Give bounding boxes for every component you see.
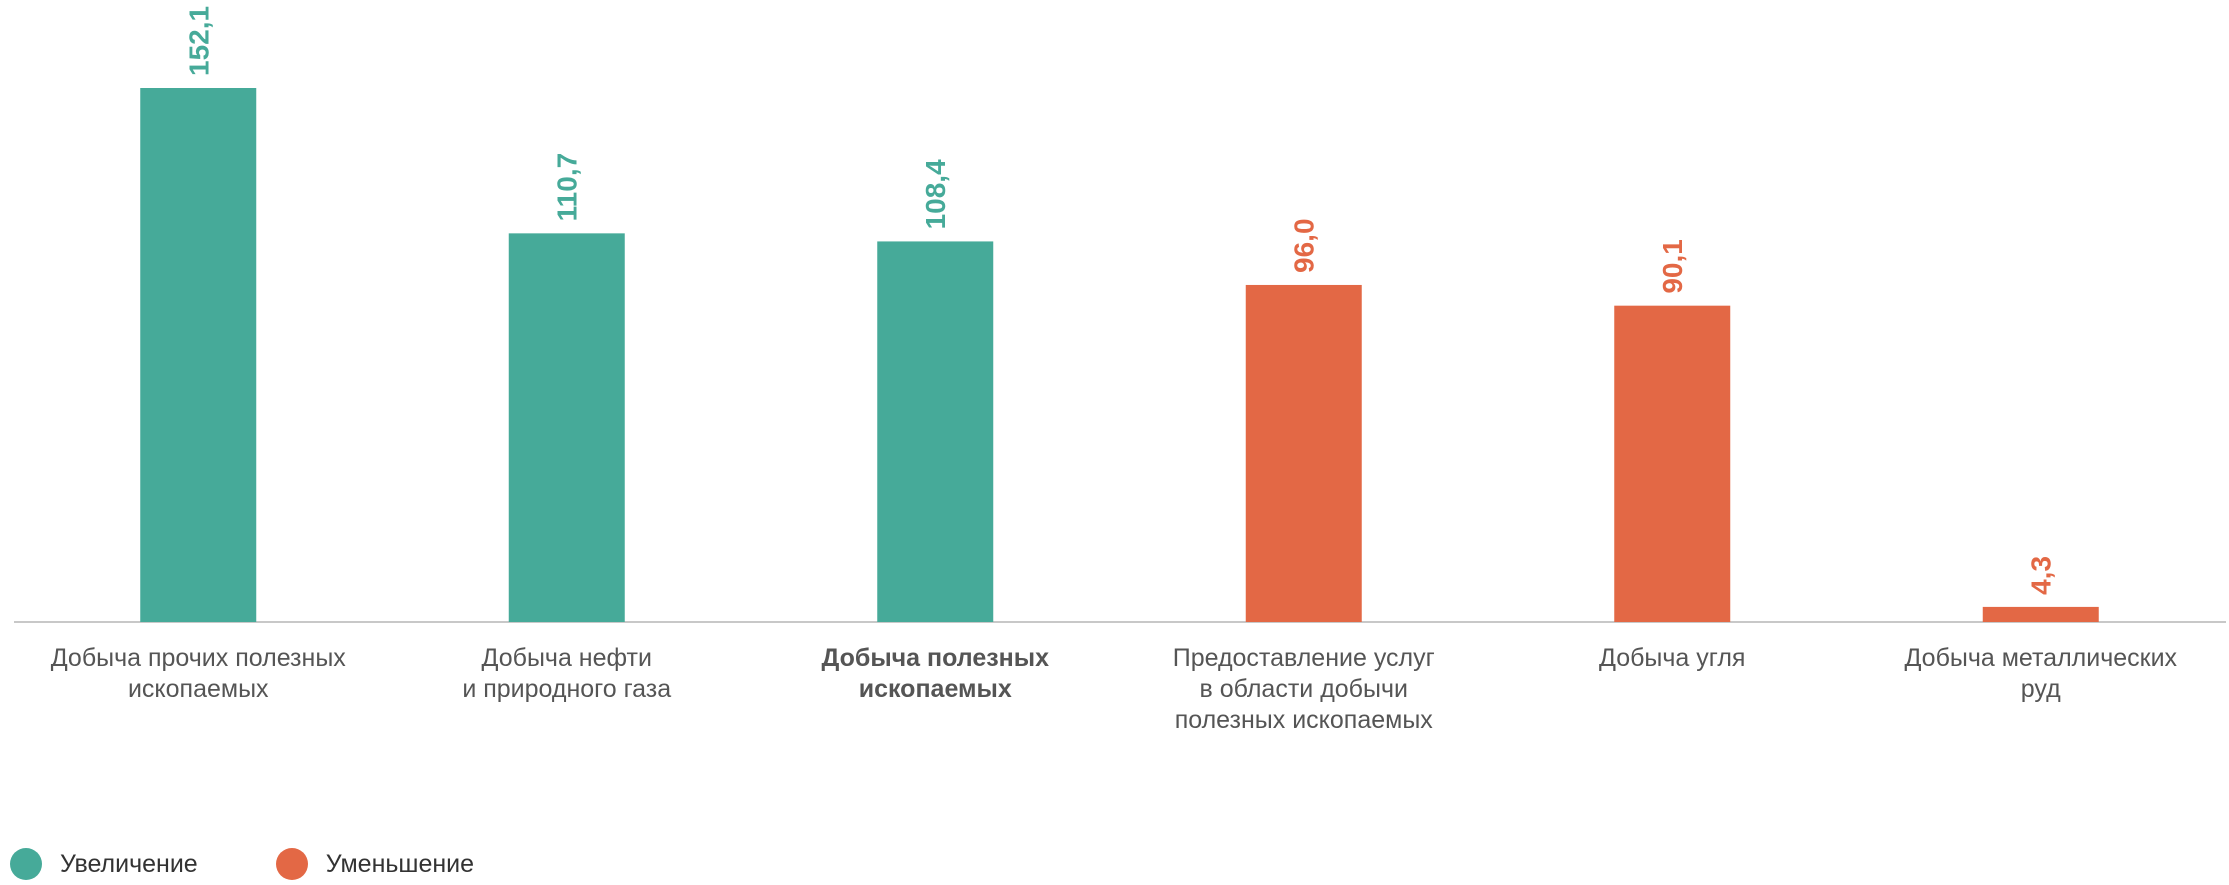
- category-label-line: руд: [2021, 675, 2061, 703]
- bar-2: [508, 233, 625, 622]
- category-label-line: Добыча нефти: [482, 644, 652, 672]
- category-label-line: и природного газа: [462, 675, 671, 703]
- bar-3: [877, 241, 994, 622]
- legend-item-increase: Увеличение: [10, 848, 198, 880]
- value-label-5: 90,1: [1657, 239, 1688, 294]
- category-label-line: ископаемых: [128, 675, 269, 703]
- category-label-5: Добыча угля: [1599, 644, 1745, 672]
- bar-5: [1614, 305, 1731, 622]
- category-label-3: Добыча полезных ископаемых: [821, 644, 1049, 703]
- legend-swatch-decrease: [275, 848, 308, 880]
- category-label-line: полезных ископаемых: [1175, 706, 1434, 734]
- bars-layer: [140, 88, 2099, 622]
- bar-6: [1982, 606, 2099, 622]
- category-label-4: Предоставление услуг в области добычи поле…: [1173, 644, 1435, 734]
- category-label-line: Предоставление услуг: [1173, 644, 1435, 672]
- category-label-2: Добыча нефти и природного газа: [462, 644, 671, 703]
- value-label-1: 152,1: [183, 6, 214, 76]
- value-labels-layer: 152,1 110,7 108,4 96,0 90,1 4,3: [183, 6, 2057, 595]
- category-label-line: Добыча угля: [1599, 644, 1745, 672]
- value-label-2: 110,7: [552, 153, 583, 222]
- legend-label-increase: Увеличение: [60, 849, 198, 878]
- value-label-4: 96,0: [1289, 218, 1320, 273]
- category-label-line: Добыча металлических: [1904, 644, 2177, 672]
- chart-legend: Увеличение Уменьшение: [10, 848, 474, 880]
- category-label-line: в области добычи: [1200, 675, 1408, 703]
- legend-label-decrease: Уменьшение: [325, 849, 475, 878]
- legend-swatch-increase: [10, 848, 42, 880]
- value-label-6: 4,3: [2026, 556, 2057, 595]
- bar-4: [1245, 284, 1362, 622]
- category-label-line: ископаемых: [859, 675, 1012, 703]
- category-label-1: Добыча прочих полезных ископаемых: [51, 644, 347, 703]
- bar-1: [140, 88, 257, 622]
- value-label-3: 108,4: [920, 159, 951, 229]
- category-labels-layer: Добыча прочих полезных ископаемых Добыча н…: [51, 644, 2178, 734]
- category-label-6: Добыча металлических руд: [1904, 644, 2177, 703]
- category-label-line: Добыча полезных: [821, 644, 1049, 672]
- category-label-line: Добыча прочих полезных: [51, 644, 347, 672]
- legend-item-decrease: Уменьшение: [275, 848, 475, 880]
